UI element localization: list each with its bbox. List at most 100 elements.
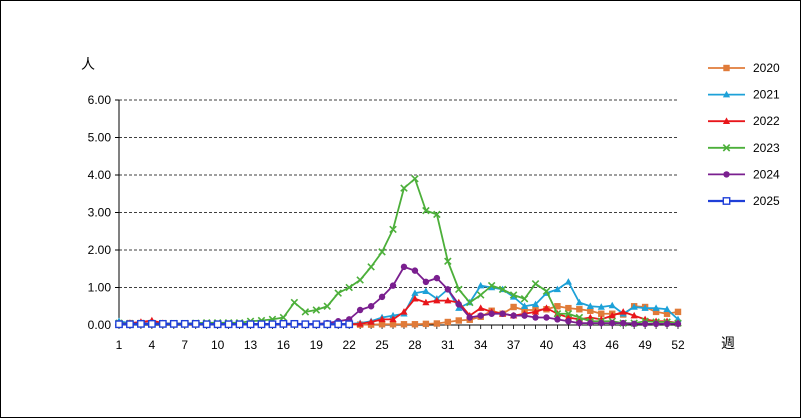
data-point: [542, 304, 551, 311]
data-point: [520, 302, 529, 310]
data-point: [433, 296, 441, 304]
data-point: [444, 296, 452, 304]
x-tick-label: 13: [244, 338, 258, 352]
x-axis-label: 週: [721, 336, 735, 352]
data-point: [213, 320, 222, 329]
data-point: [576, 319, 583, 327]
y-tick-label: 3.00: [88, 206, 112, 220]
data-point: [312, 320, 321, 329]
y-tick-label: 0.00: [88, 318, 112, 332]
legend-label: 2024: [753, 167, 780, 181]
data-point: [455, 301, 462, 308]
data-point: [301, 320, 310, 329]
data-point: [531, 308, 540, 315]
data-point: [422, 278, 430, 286]
data-point: [575, 313, 584, 322]
data-point: [137, 319, 145, 328]
x-tick-labels: 1 4 7 10 13 16 19 22 25 28 31 34 37 40 43 46 49 52: [116, 338, 685, 352]
series-2025: [115, 319, 354, 329]
data-point: [433, 274, 441, 282]
data-point: [115, 320, 123, 329]
data-point: [290, 319, 299, 328]
data-point: [597, 303, 605, 310]
data-point: [356, 306, 364, 314]
data-point: [722, 144, 731, 152]
data-point: [663, 305, 671, 313]
data-point: [466, 314, 473, 321]
data-point: [367, 303, 375, 310]
data-point: [723, 171, 730, 178]
data-point: [444, 318, 452, 326]
x-tick-label: 22: [342, 338, 356, 352]
data-point: [722, 90, 731, 98]
data-point: [532, 314, 539, 321]
data-point: [169, 319, 178, 328]
data-point: [554, 303, 561, 310]
data-point: [411, 321, 419, 328]
legend-label: 2025: [753, 194, 780, 208]
data-point: [400, 184, 408, 192]
series-2024: [115, 263, 682, 328]
series-group: [115, 174, 682, 329]
data-point: [246, 320, 255, 329]
data-point: [488, 283, 496, 291]
data-point: [323, 320, 332, 329]
series-2023: [115, 174, 682, 328]
gridlines: [119, 99, 678, 288]
data-point: [400, 263, 408, 271]
x-tick-label: 49: [638, 338, 652, 352]
data-point: [609, 319, 616, 327]
data-point: [652, 304, 660, 311]
y-tick-label: 1.00: [88, 281, 112, 295]
x-tick-label: 46: [606, 338, 620, 352]
y-tick-label: 2.00: [88, 243, 112, 257]
data-point: [663, 310, 671, 317]
legend-item: 2023: [708, 141, 780, 155]
data-point: [455, 285, 463, 294]
data-point: [619, 308, 627, 315]
legend-item: 2022: [708, 114, 780, 128]
data-point: [722, 117, 731, 124]
data-point: [411, 267, 419, 274]
data-point: [723, 64, 730, 72]
data-point: [520, 294, 529, 303]
data-point: [531, 300, 540, 308]
data-point: [400, 308, 408, 315]
legend-label: 2023: [753, 141, 780, 155]
data-point: [576, 306, 583, 313]
data-point: [553, 285, 562, 293]
data-point: [268, 320, 277, 329]
data-point: [301, 308, 310, 316]
data-point: [630, 320, 638, 328]
data-point: [290, 298, 299, 307]
data-point: [542, 287, 551, 296]
data-point: [389, 225, 397, 234]
data-point: [565, 318, 572, 325]
data-point: [279, 313, 288, 322]
data-point: [510, 312, 517, 319]
data-point: [444, 286, 452, 293]
data-point: [422, 206, 430, 215]
x-tick-label: 37: [507, 338, 521, 352]
data-point: [630, 303, 638, 310]
data-point: [521, 312, 528, 319]
data-point: [389, 311, 397, 319]
data-point: [465, 298, 474, 307]
data-point: [543, 314, 550, 321]
data-point: [722, 197, 731, 205]
series-line: [118, 177, 679, 325]
legend-label: 2020: [753, 61, 780, 75]
data-point: [389, 321, 397, 328]
x-tick-label: 52: [671, 338, 685, 352]
data-point: [586, 302, 594, 310]
data-point: [367, 318, 375, 325]
data-point: [158, 319, 167, 328]
data-point: [389, 282, 397, 289]
data-point: [312, 306, 321, 314]
data-point: [608, 311, 616, 319]
data-point: [652, 320, 660, 328]
data-point: [575, 298, 583, 306]
data-point: [674, 320, 682, 328]
data-point: [356, 320, 364, 327]
